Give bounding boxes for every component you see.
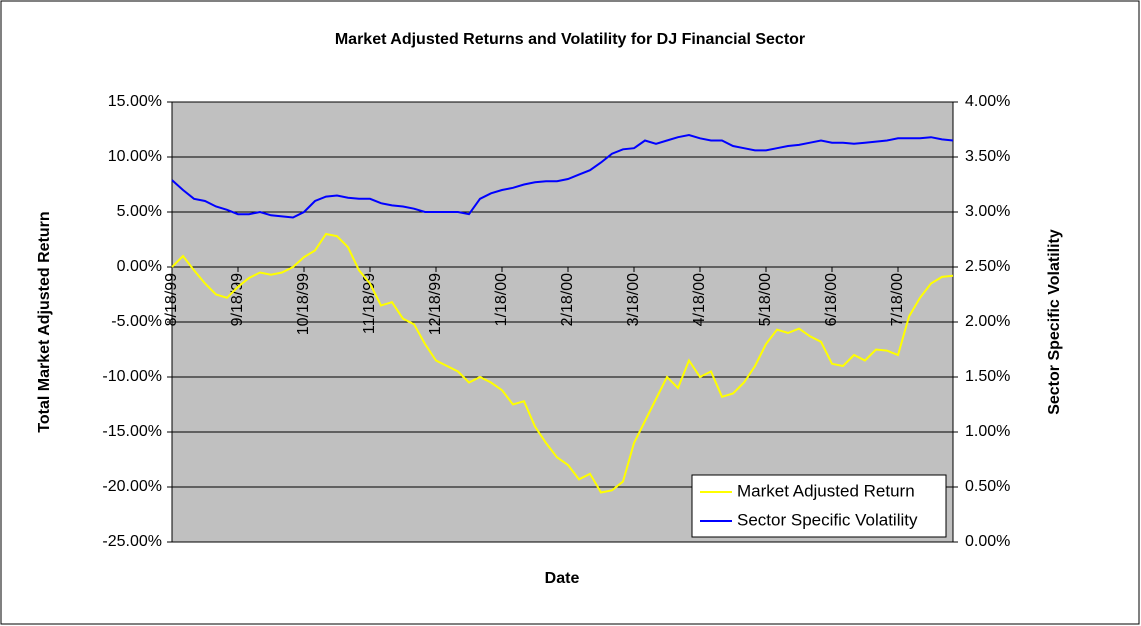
x-tick-label: 7/18/00 <box>889 273 906 326</box>
x-tick-label: 1/18/00 <box>493 273 510 326</box>
y2-tick-label: 3.00% <box>965 203 1010 220</box>
x-tick-label: 4/18/00 <box>691 273 708 326</box>
y-tick-label: -15.00% <box>102 423 162 440</box>
x-tick-label: 12/18/99 <box>427 273 444 335</box>
y-tick-label: -20.00% <box>102 478 162 495</box>
legend-label: Market Adjusted Return <box>737 481 915 500</box>
y-tick-label: 10.00% <box>108 148 162 165</box>
y2-tick-label: 4.00% <box>965 93 1010 110</box>
y2-tick-label: 1.50% <box>965 368 1010 385</box>
y-tick-label: -10.00% <box>102 368 162 385</box>
x-axis-title: Date <box>545 570 580 587</box>
y2-tick-label: 1.00% <box>965 423 1010 440</box>
x-tick-label: 3/18/00 <box>625 273 642 326</box>
y2-axis-title: Sector Specific Volatility <box>1046 229 1063 415</box>
x-tick-label: 10/18/99 <box>295 273 312 335</box>
legend-box <box>691 474 947 538</box>
y2-tick-label: 0.50% <box>965 478 1010 495</box>
series-line <box>171 232 954 494</box>
legend-label: Sector Specific Volatility <box>737 510 918 529</box>
series-line <box>171 133 954 219</box>
y2-tick-label: 2.00% <box>965 313 1010 330</box>
x-tick-label: 5/18/00 <box>757 273 774 326</box>
y-tick-label: 5.00% <box>117 203 162 220</box>
x-tick-label: 9/18/99 <box>229 273 246 326</box>
x-tick-label: 6/18/00 <box>823 273 840 326</box>
y-tick-label: 0.00% <box>117 258 162 275</box>
chart-title: Market Adjusted Returns and Volatility f… <box>335 31 805 48</box>
y2-tick-label: 0.00% <box>965 533 1010 550</box>
y2-tick-label: 2.50% <box>965 258 1010 275</box>
y-tick-label: -5.00% <box>111 313 162 330</box>
y-tick-label: -25.00% <box>102 533 162 550</box>
y-tick-label: 15.00% <box>108 93 162 110</box>
y-axis-title: Total Market Adjusted Return <box>36 211 53 432</box>
y2-tick-label: 3.50% <box>965 148 1010 165</box>
x-tick-label: 11/18/99 <box>361 273 378 334</box>
x-tick-label: 2/18/00 <box>559 273 576 326</box>
x-tick-label: 8/18/99 <box>163 273 180 326</box>
